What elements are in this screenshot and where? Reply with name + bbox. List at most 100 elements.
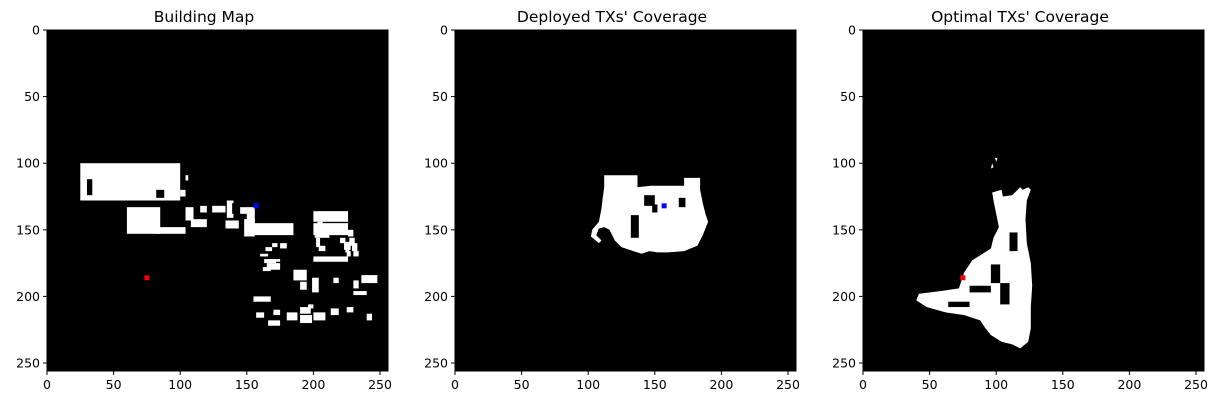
x-tick-label: 100 <box>168 377 192 392</box>
y-tick-label: 0 <box>440 23 448 38</box>
panel-deployed-coverage: Deployed TXs' Coverage 0 50 100 150 200 250 0 5… <box>408 0 816 407</box>
building-block <box>330 308 339 316</box>
building-cutout <box>156 189 165 198</box>
axes-frame <box>862 29 1205 372</box>
building-block <box>256 312 265 318</box>
x-tick-label: 100 <box>576 377 600 392</box>
tx-marker <box>661 203 667 209</box>
x-tick-label: 250 <box>1184 377 1208 392</box>
y-tick-label: 150 <box>832 222 856 237</box>
building-block <box>340 237 346 244</box>
y-tick-label: 100 <box>832 156 856 171</box>
x-tick-label: 50 <box>514 377 530 392</box>
building-block <box>185 175 189 181</box>
panel-title: Building Map <box>153 8 255 26</box>
building-block <box>272 243 278 248</box>
panel-title: Deployed TXs' Coverage <box>516 8 708 26</box>
x-tick-label: 50 <box>922 377 938 392</box>
building-block <box>185 207 194 221</box>
building-block <box>260 253 269 257</box>
building-block <box>253 296 271 302</box>
tx-marker <box>144 275 150 281</box>
building-cutout <box>253 277 261 289</box>
y-tick-label: 250 <box>16 356 40 371</box>
building-block <box>353 280 359 289</box>
x-tick-label: 200 <box>301 377 325 392</box>
building-block <box>318 245 326 252</box>
building-block <box>293 269 307 281</box>
building-block <box>346 251 351 257</box>
building-block <box>353 291 367 296</box>
y-tick-label: 100 <box>16 156 40 171</box>
building-block <box>308 304 314 309</box>
building-block <box>80 163 181 201</box>
building-block <box>345 248 350 253</box>
x-tick-label: 200 <box>1117 377 1141 392</box>
building-block <box>226 200 234 218</box>
coverage-hole <box>990 264 1001 284</box>
coverage-hole <box>652 204 658 213</box>
y-tick-label: 100 <box>424 156 448 171</box>
y-tick-label: 150 <box>16 222 40 237</box>
tx-marker <box>960 275 966 281</box>
x-tick-label: 100 <box>984 377 1008 392</box>
building-block <box>280 243 287 249</box>
building-block <box>264 259 277 264</box>
building-block <box>314 231 330 238</box>
building-block <box>190 219 207 228</box>
coverage-hole <box>948 301 970 308</box>
x-tick-label: 150 <box>1051 377 1075 392</box>
image-background <box>863 30 1204 371</box>
x-tick-label: 0 <box>859 377 867 392</box>
building-block <box>225 220 239 229</box>
y-tick-label: 50 <box>24 89 40 104</box>
building-block <box>265 247 273 252</box>
building-block <box>361 275 378 284</box>
building-block <box>352 243 358 252</box>
building-cutout <box>326 204 333 210</box>
building-block <box>313 312 326 321</box>
building-cutout <box>86 179 93 196</box>
building-block <box>346 307 354 313</box>
coverage-region <box>990 163 994 169</box>
building-block <box>180 189 186 197</box>
coverage-hole <box>1009 232 1018 252</box>
y-tick-label: 250 <box>832 356 856 371</box>
panel-building-map: Building Map 0 50 100 150 200 250 0 50 100 150 200… <box>0 0 408 407</box>
x-tick-label: 0 <box>451 377 459 392</box>
y-tick-label: 200 <box>424 289 448 304</box>
heatmap-image <box>863 30 1204 371</box>
building-block <box>313 256 349 262</box>
axes-frame <box>454 29 797 372</box>
building-block <box>300 315 313 324</box>
coverage-hole <box>1000 283 1010 305</box>
x-tick-label: 250 <box>776 377 800 392</box>
building-block <box>316 237 321 248</box>
building-block <box>246 212 255 222</box>
building-block <box>246 223 294 236</box>
building-block <box>273 309 281 316</box>
building-block <box>366 313 373 321</box>
coverage-hole <box>644 195 655 206</box>
building-block <box>273 259 281 262</box>
y-tick-label: 0 <box>32 23 40 38</box>
y-tick-label: 150 <box>424 222 448 237</box>
building-block <box>268 320 281 326</box>
heatmap-image <box>455 30 796 371</box>
x-tick-label: 0 <box>43 377 51 392</box>
x-tick-label: 50 <box>106 377 122 392</box>
coverage-region <box>590 175 709 254</box>
building-cutout <box>232 203 239 214</box>
building-block <box>313 211 349 222</box>
building-block <box>200 205 207 213</box>
coverage-hole <box>630 215 639 238</box>
building-block <box>340 215 346 221</box>
building-block <box>153 227 186 234</box>
building-block <box>150 183 159 190</box>
building-block <box>300 281 307 290</box>
y-tick-label: 250 <box>424 356 448 371</box>
building-block <box>266 263 281 270</box>
building-block <box>353 251 359 257</box>
tx-marker <box>253 203 259 209</box>
